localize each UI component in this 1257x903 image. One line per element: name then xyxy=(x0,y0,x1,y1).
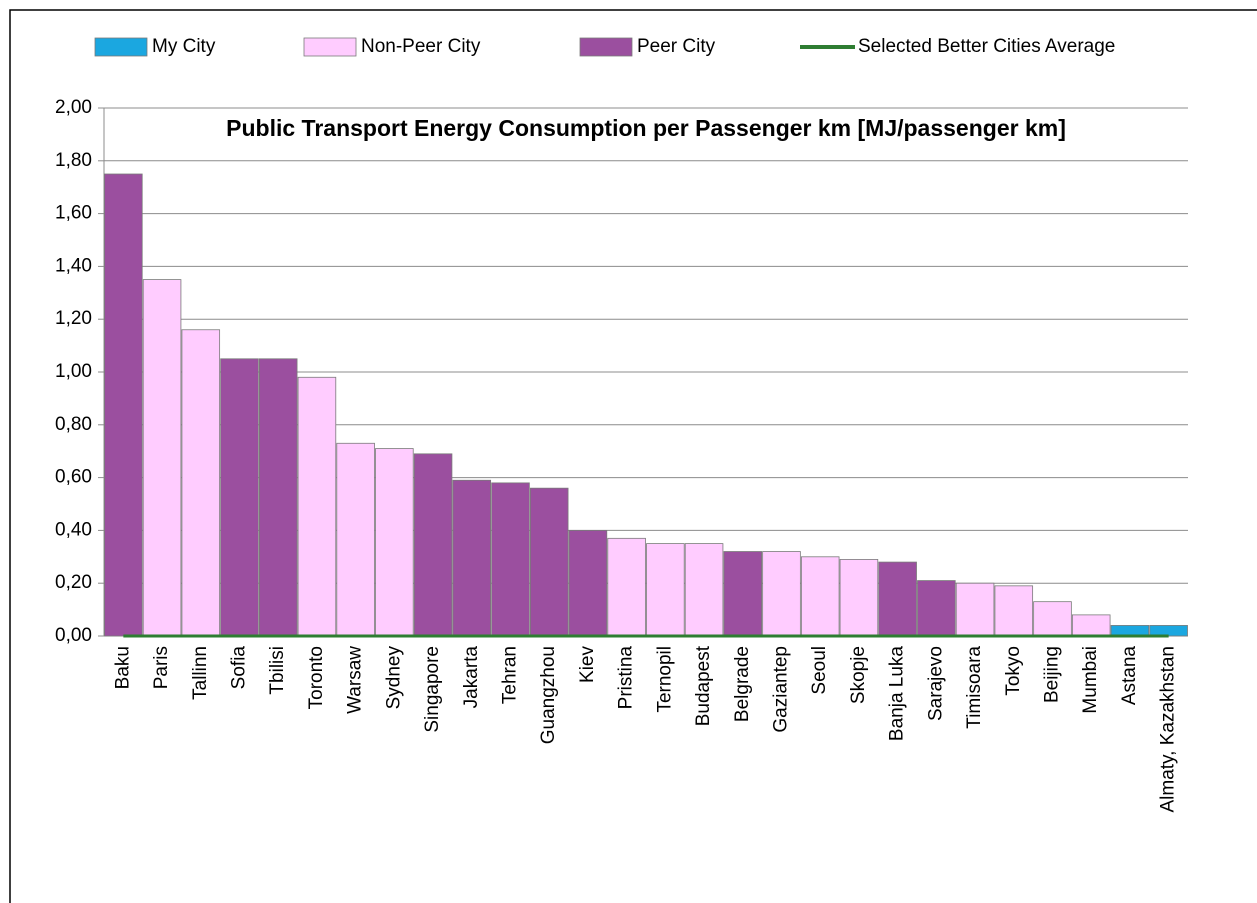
x-tick-label: Tokyo xyxy=(1003,646,1024,696)
bar xyxy=(568,530,608,637)
y-tick-label: 1,40 xyxy=(55,255,92,276)
y-tick-label: 1,00 xyxy=(55,361,92,382)
x-tick-label: Sarajevo xyxy=(925,646,946,721)
y-tick-label: 1,60 xyxy=(55,203,92,224)
chart-title: Public Transport Energy Consumption per … xyxy=(226,115,1066,141)
legend-label: Peer City xyxy=(637,36,716,57)
bar xyxy=(104,173,143,637)
x-tick-label: Banja Luka xyxy=(887,646,908,742)
bar xyxy=(452,479,492,637)
bar xyxy=(258,358,298,637)
bar xyxy=(646,543,685,637)
x-tick-label: Singapore xyxy=(422,646,443,733)
bar xyxy=(994,585,1034,637)
bar xyxy=(413,453,453,637)
bar xyxy=(607,537,646,637)
x-tick-label: Budapest xyxy=(693,645,714,726)
x-tick-label: Gaziantep xyxy=(771,646,792,733)
x-tick-label: Timisoara xyxy=(964,646,985,729)
y-tick-label: 2,00 xyxy=(55,97,92,118)
x-tick-label: Beijing xyxy=(1042,646,1063,703)
x-tick-label: Mumbai xyxy=(1080,646,1101,714)
x-tick-label: Warsaw xyxy=(345,646,366,714)
x-tick-label: Belgrade xyxy=(732,646,753,722)
bar xyxy=(181,329,221,637)
x-tick-label: Tehran xyxy=(500,646,521,704)
x-tick-label: Tallinn xyxy=(190,646,211,700)
x-tick-label: Skopje xyxy=(848,646,869,704)
x-tick-label: Baku xyxy=(112,646,133,689)
x-tick-label: Sofia xyxy=(229,646,250,690)
legend-label: Selected Better Cities Average xyxy=(858,36,1115,57)
y-tick-label: 0,40 xyxy=(55,519,92,540)
y-tick-label: 0,80 xyxy=(55,414,92,435)
y-tick-label: 0,60 xyxy=(55,467,92,488)
bar xyxy=(955,582,995,637)
bar xyxy=(336,442,375,637)
x-tick-label: Almaty, Kazakhstan xyxy=(1158,646,1179,813)
x-tick-label: Toronto xyxy=(306,646,327,709)
x-tick-label: Sydney xyxy=(383,646,404,710)
bar xyxy=(917,580,956,637)
legend-swatch xyxy=(94,37,148,57)
x-tick-label: Guangzhou xyxy=(538,646,559,744)
bar xyxy=(491,482,530,637)
x-tick-label: Jakarta xyxy=(461,646,482,709)
bar xyxy=(1149,625,1188,637)
bar xyxy=(375,448,414,637)
bar xyxy=(297,376,337,637)
y-tick-label: 0,00 xyxy=(55,625,92,646)
bar xyxy=(762,551,801,637)
x-tick-label: Kiev xyxy=(577,646,598,683)
x-tick-label: Ternopil xyxy=(654,646,675,713)
bar xyxy=(220,358,259,637)
bar xyxy=(723,551,763,637)
x-tick-label: Seoul xyxy=(809,646,830,695)
x-tick-label: Paris xyxy=(151,646,172,689)
bar xyxy=(684,543,724,637)
x-tick-label: Tbilisi xyxy=(267,646,288,695)
bar xyxy=(1071,614,1111,637)
y-tick-label: 0,20 xyxy=(55,572,92,593)
bar xyxy=(800,556,840,637)
bar xyxy=(1110,625,1150,637)
x-tick-label: Pristina xyxy=(616,646,637,710)
bar xyxy=(1033,601,1072,637)
legend-label: Non-Peer City xyxy=(361,36,481,57)
bar xyxy=(142,279,182,637)
bar xyxy=(529,487,569,637)
y-tick-label: 1,20 xyxy=(55,308,92,329)
legend-swatch xyxy=(303,37,357,57)
legend-swatch xyxy=(579,37,633,57)
x-tick-label: Astana xyxy=(1119,646,1140,706)
bar xyxy=(878,561,917,637)
legend-label: My City xyxy=(152,36,216,57)
y-tick-label: 1,80 xyxy=(55,150,92,171)
bar xyxy=(839,559,879,637)
